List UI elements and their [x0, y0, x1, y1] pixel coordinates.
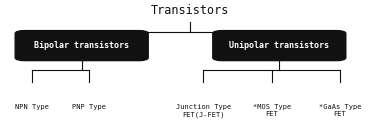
Text: *GaAs Type
FET: *GaAs Type FET [319, 104, 361, 117]
FancyBboxPatch shape [15, 31, 148, 61]
Text: Junction Type
FET(J-FET): Junction Type FET(J-FET) [176, 104, 231, 118]
Text: Bipolar transistors: Bipolar transistors [34, 41, 129, 50]
Text: PNP Type: PNP Type [72, 104, 106, 110]
FancyBboxPatch shape [213, 31, 346, 61]
Text: *MOS Type
FET: *MOS Type FET [253, 104, 291, 117]
Text: NPN Type: NPN Type [15, 104, 49, 110]
Text: Transistors: Transistors [151, 4, 229, 17]
Text: Unipolar transistors: Unipolar transistors [229, 41, 329, 50]
